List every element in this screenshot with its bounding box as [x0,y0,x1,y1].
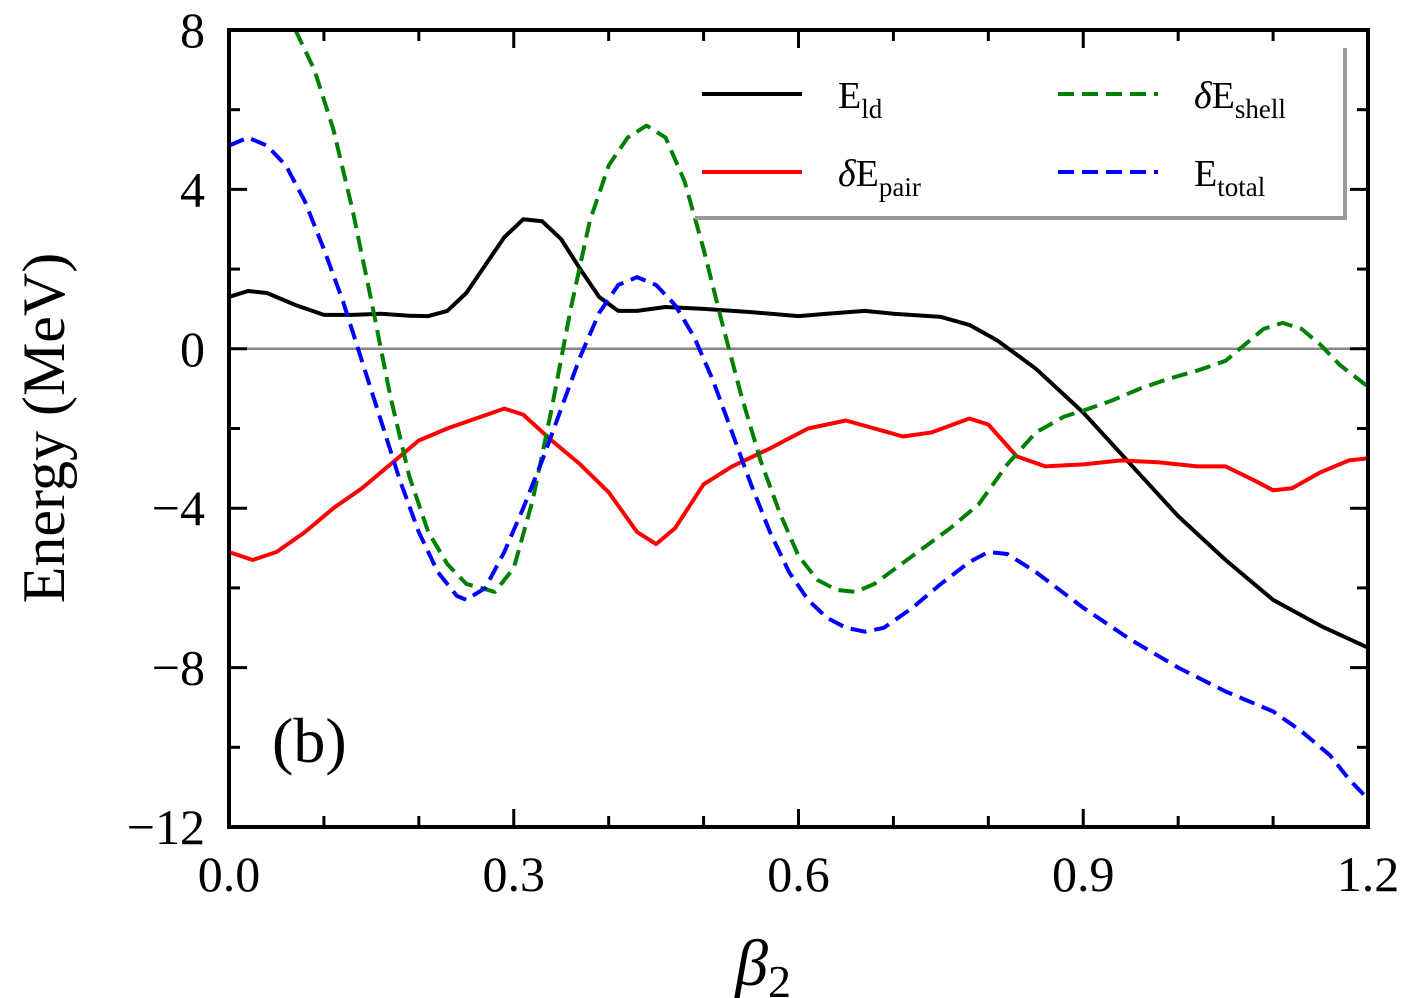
legend-label-prefix: δ [838,153,857,195]
legend-shadow [695,48,1347,220]
legend-label: Eld [838,75,883,124]
x-axis-title-symbol: β [733,927,768,998]
legend-label-sub: total [1217,172,1265,202]
legend-label-prefix: δ [1194,75,1213,117]
y-axis-title: Energy (MeV) [11,253,77,603]
x-tick-label: 0.3 [483,846,546,902]
legend-label-main: E [1194,153,1217,195]
x-axis-title: β2 [733,927,791,998]
legend-label-main: E [856,153,879,195]
legend-label: δEshell [1194,75,1286,124]
y-tick-label: −8 [152,640,205,696]
legend-label-sub: ld [861,94,883,124]
x-tick-label: 0.6 [767,846,830,902]
x-tick-label: 0.0 [198,846,261,902]
series-line-epair [229,406,1368,562]
y-tick-label: 4 [180,161,205,217]
x-axis-title-subscript: 2 [768,956,791,998]
legend-label: Etotal [1194,153,1265,202]
x-tick-label: 1.2 [1337,846,1400,902]
legend-label-main: E [838,75,861,117]
legend-label-sub: shell [1235,94,1286,124]
series-line-eld [229,217,1368,650]
legend-label-main: E [1212,75,1235,117]
panel-label: (b) [272,705,347,776]
y-tick-label: 0 [180,321,205,377]
y-tick-label: 8 [180,2,205,58]
legend-label: δEpair [838,153,921,202]
y-tick-label: −12 [127,799,205,855]
x-tick-label: 0.9 [1052,846,1115,902]
legend-label-sub: pair [879,172,921,202]
series-line-etotal [229,135,1368,801]
series-line-eshell [293,30,1368,594]
y-tick-label: −4 [152,480,205,536]
